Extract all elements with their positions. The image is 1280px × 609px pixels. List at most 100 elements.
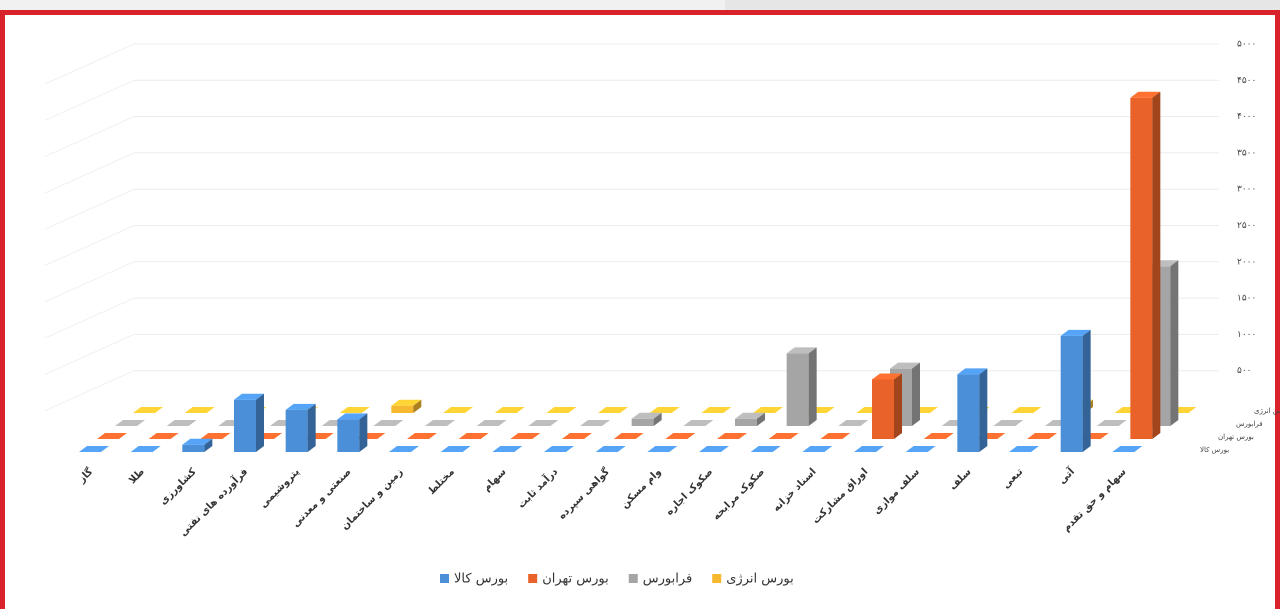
bar — [750, 446, 781, 452]
bar — [683, 420, 714, 426]
bar — [854, 446, 884, 452]
bar-front — [234, 399, 256, 452]
wall-line — [44, 297, 135, 339]
bar-side — [979, 368, 988, 452]
bar-top — [458, 433, 489, 439]
bar-top — [957, 368, 988, 375]
bar — [492, 446, 523, 452]
bar — [595, 446, 626, 452]
x-tick-label: طلا — [127, 466, 147, 486]
bar-top — [544, 446, 574, 452]
x-tick-label: صکوک مرابحه — [711, 466, 767, 522]
bar-top — [717, 433, 747, 439]
bar — [665, 433, 696, 439]
bar — [407, 433, 437, 439]
x-tick-label: اوراق مشارکت — [810, 466, 870, 526]
bar — [768, 433, 799, 439]
x-tick-label: سلف موازی — [872, 466, 922, 516]
bar-front — [631, 418, 654, 426]
bar-top — [373, 420, 404, 426]
x-tick-label: گاز — [75, 465, 96, 486]
y-tick-label: ۴۰۰۰ — [1237, 112, 1256, 122]
bar-top — [923, 433, 954, 439]
bar — [717, 433, 747, 439]
wall-line — [44, 188, 135, 230]
bar — [598, 407, 628, 413]
series-row-label: بورس تهران — [1218, 433, 1254, 441]
bar — [494, 407, 525, 413]
x-tick-label: صکوک اجاره — [664, 466, 715, 517]
bar — [476, 420, 507, 426]
legend-label: بورس انرژی — [726, 572, 793, 587]
bar-side — [912, 362, 920, 426]
bar-top — [1060, 329, 1091, 336]
bar — [1130, 91, 1161, 439]
bar-top — [391, 399, 422, 406]
bar-top — [389, 446, 419, 452]
bar — [97, 433, 127, 439]
bar-front — [957, 374, 980, 452]
bar-top — [79, 446, 109, 452]
wall-line — [44, 43, 135, 85]
bar — [1096, 420, 1127, 426]
bar — [133, 407, 163, 413]
bar — [631, 412, 662, 426]
bar — [820, 433, 851, 439]
bar-top — [166, 420, 197, 426]
bar-top — [546, 407, 577, 413]
bar-top — [528, 420, 559, 426]
bar — [802, 446, 833, 452]
x-tick-label: کشاورزی — [158, 466, 199, 507]
x-tick-label: سلف — [948, 466, 974, 492]
bar-top — [200, 433, 231, 439]
x-tick-label: تبعی — [1001, 466, 1026, 491]
bar — [923, 433, 954, 439]
bar-top — [750, 446, 781, 452]
bar — [872, 373, 902, 439]
bar-top — [407, 433, 437, 439]
bar-top — [1130, 91, 1161, 98]
bar — [1009, 446, 1039, 452]
bar — [115, 420, 145, 426]
legend-swatch — [440, 574, 449, 583]
bar — [373, 420, 404, 426]
bar — [443, 407, 473, 413]
bar-top — [1009, 446, 1039, 452]
top-bar-tab — [0, 0, 725, 10]
bar-top — [890, 362, 920, 369]
bar-side — [307, 403, 316, 452]
bar-top — [285, 403, 316, 410]
bar-top — [735, 412, 765, 419]
bar — [440, 446, 471, 452]
bar-top — [133, 407, 163, 413]
bar-front — [285, 409, 308, 452]
x-tick-label: اسناد خزانه — [771, 466, 819, 514]
series-row-label: فرابورس — [1236, 420, 1263, 428]
legend-swatch — [628, 574, 638, 583]
bar — [510, 433, 541, 439]
bar-top — [1096, 420, 1127, 426]
legend-swatch — [712, 574, 722, 583]
bar-top — [234, 393, 264, 400]
bar — [391, 399, 422, 413]
bar-side — [204, 438, 213, 452]
y-tick-label: ۵۰۰۰ — [1237, 40, 1256, 50]
bar-top — [993, 420, 1024, 426]
bar — [647, 446, 678, 452]
bar — [544, 446, 574, 452]
wall-line — [44, 225, 135, 266]
legend-label: بورس تهران — [542, 572, 609, 587]
bar-side — [894, 373, 902, 439]
y-tick-label: ۱۰۰۰ — [1237, 330, 1256, 340]
top-bar — [0, 0, 1280, 10]
wall-line — [44, 116, 135, 158]
bar-front — [1060, 335, 1083, 452]
bar-front — [337, 419, 360, 452]
bar-top — [476, 420, 507, 426]
y-tick-label: ۵۰۰ — [1237, 366, 1252, 376]
bar-top — [701, 407, 732, 413]
bar-top — [339, 407, 370, 413]
bar-top — [613, 433, 644, 439]
bar-side — [359, 413, 368, 452]
bar — [200, 433, 231, 439]
